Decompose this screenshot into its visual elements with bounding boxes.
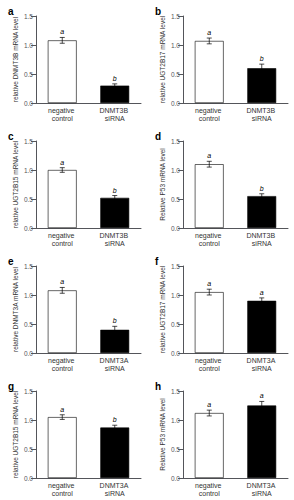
svg-text:1.5: 1.5 [171, 388, 180, 395]
svg-text:1.0: 1.0 [24, 417, 33, 424]
svg-text:DNMT3B: DNMT3B [246, 232, 277, 239]
svg-text:siRNA: siRNA [252, 240, 272, 247]
svg-text:0.5: 0.5 [171, 71, 180, 78]
svg-text:relative DNMT3B mRNA level: relative DNMT3B mRNA level [12, 16, 19, 102]
svg-text:0.5: 0.5 [171, 446, 180, 453]
svg-text:siRNA: siRNA [105, 365, 125, 372]
svg-text:control: control [52, 365, 73, 372]
svg-text:control: control [199, 115, 220, 122]
svg-text:1.0: 1.0 [24, 167, 33, 174]
svg-text:1.0: 1.0 [171, 417, 180, 424]
svg-text:1.5: 1.5 [24, 13, 33, 20]
svg-text:a: a [207, 29, 211, 36]
svg-text:a: a [8, 6, 14, 17]
svg-text:b: b [260, 185, 264, 192]
svg-text:negative: negative [48, 482, 76, 490]
svg-text:b: b [113, 416, 117, 423]
svg-text:negative: negative [195, 482, 223, 490]
svg-text:1.0: 1.0 [24, 292, 33, 299]
svg-text:0.5: 0.5 [24, 446, 33, 453]
svg-text:0.0: 0.0 [171, 225, 180, 232]
svg-text:relative DNMT3A mRNA level: relative DNMT3A mRNA level [12, 267, 19, 352]
svg-text:b: b [260, 55, 264, 62]
svg-text:negative: negative [195, 107, 223, 115]
svg-text:DNMT3A: DNMT3A [247, 357, 277, 364]
svg-text:DNMT3A: DNMT3A [100, 357, 130, 364]
svg-text:DNMT3B: DNMT3B [99, 107, 130, 114]
svg-text:siRNA: siRNA [105, 240, 125, 247]
svg-text:0.5: 0.5 [24, 71, 33, 78]
svg-text:a: a [260, 392, 264, 399]
svg-text:0.5: 0.5 [171, 196, 180, 203]
svg-text:1.5: 1.5 [24, 138, 33, 145]
svg-text:a: a [207, 280, 211, 287]
svg-text:control: control [52, 115, 73, 122]
svg-text:0.5: 0.5 [24, 196, 33, 203]
svg-text:a: a [207, 401, 211, 408]
svg-text:a: a [60, 28, 64, 35]
svg-text:relative UGT2B17 mRNA level: relative UGT2B17 mRNA level [159, 265, 166, 353]
svg-text:negative: negative [195, 232, 223, 240]
svg-text:b: b [155, 6, 161, 17]
svg-text:d: d [155, 131, 161, 142]
svg-text:a: a [260, 289, 264, 296]
svg-text:f: f [155, 256, 159, 267]
svg-text:negative: negative [48, 232, 76, 240]
svg-text:a: a [207, 152, 211, 159]
svg-text:0.0: 0.0 [171, 100, 180, 107]
svg-text:0.5: 0.5 [24, 321, 33, 328]
svg-text:1.0: 1.0 [171, 167, 180, 174]
svg-text:control: control [52, 490, 73, 497]
svg-text:control: control [199, 490, 220, 497]
svg-text:1.5: 1.5 [171, 13, 180, 20]
svg-text:siRNA: siRNA [105, 490, 125, 497]
svg-text:h: h [155, 381, 161, 392]
svg-text:c: c [8, 131, 14, 142]
svg-text:a: a [60, 159, 64, 166]
svg-text:Relative P53 mRNA level: Relative P53 mRNA level [159, 398, 166, 471]
svg-text:negative: negative [48, 357, 76, 365]
svg-text:relative UGT2B15 mRNA level: relative UGT2B15 mRNA level [12, 140, 19, 228]
svg-text:1.0: 1.0 [24, 42, 33, 49]
svg-text:0.5: 0.5 [171, 321, 180, 328]
svg-text:e: e [8, 256, 14, 267]
svg-text:siRNA: siRNA [252, 365, 272, 372]
svg-text:control: control [199, 365, 220, 372]
svg-text:relative UGT2B17 mRNA level: relative UGT2B17 mRNA level [159, 15, 166, 103]
svg-text:g: g [8, 381, 14, 392]
svg-text:b: b [113, 317, 117, 324]
svg-text:DNMT3A: DNMT3A [247, 482, 277, 489]
svg-text:DNMT3B: DNMT3B [99, 232, 130, 239]
svg-text:0.0: 0.0 [24, 475, 33, 482]
svg-text:control: control [199, 240, 220, 247]
svg-text:a: a [60, 406, 64, 413]
svg-text:siRNA: siRNA [105, 115, 125, 122]
svg-text:0.0: 0.0 [171, 350, 180, 357]
svg-text:1.0: 1.0 [171, 42, 180, 49]
svg-text:siRNA: siRNA [252, 115, 272, 122]
svg-text:1.5: 1.5 [171, 138, 180, 145]
svg-text:1.5: 1.5 [24, 263, 33, 270]
svg-text:1.5: 1.5 [171, 263, 180, 270]
svg-text:control: control [52, 240, 73, 247]
svg-text:a: a [60, 278, 64, 285]
svg-text:siRNA: siRNA [252, 490, 272, 497]
svg-text:1.0: 1.0 [171, 292, 180, 299]
svg-text:b: b [113, 187, 117, 194]
svg-text:DNMT3B: DNMT3B [246, 107, 277, 114]
svg-text:0.0: 0.0 [24, 225, 33, 232]
svg-text:negative: negative [48, 107, 76, 115]
svg-text:0.0: 0.0 [171, 475, 180, 482]
svg-text:DNMT3A: DNMT3A [100, 482, 130, 489]
svg-text:1.5: 1.5 [24, 388, 33, 395]
svg-text:Relative P53 mRNA level: Relative P53 mRNA level [159, 148, 166, 221]
svg-text:negative: negative [195, 357, 223, 365]
svg-text:0.0: 0.0 [24, 350, 33, 357]
svg-text:relative UGT2B15 mRNA level: relative UGT2B15 mRNA level [12, 390, 19, 478]
svg-text:b: b [113, 75, 117, 82]
svg-text:0.0: 0.0 [24, 100, 33, 107]
